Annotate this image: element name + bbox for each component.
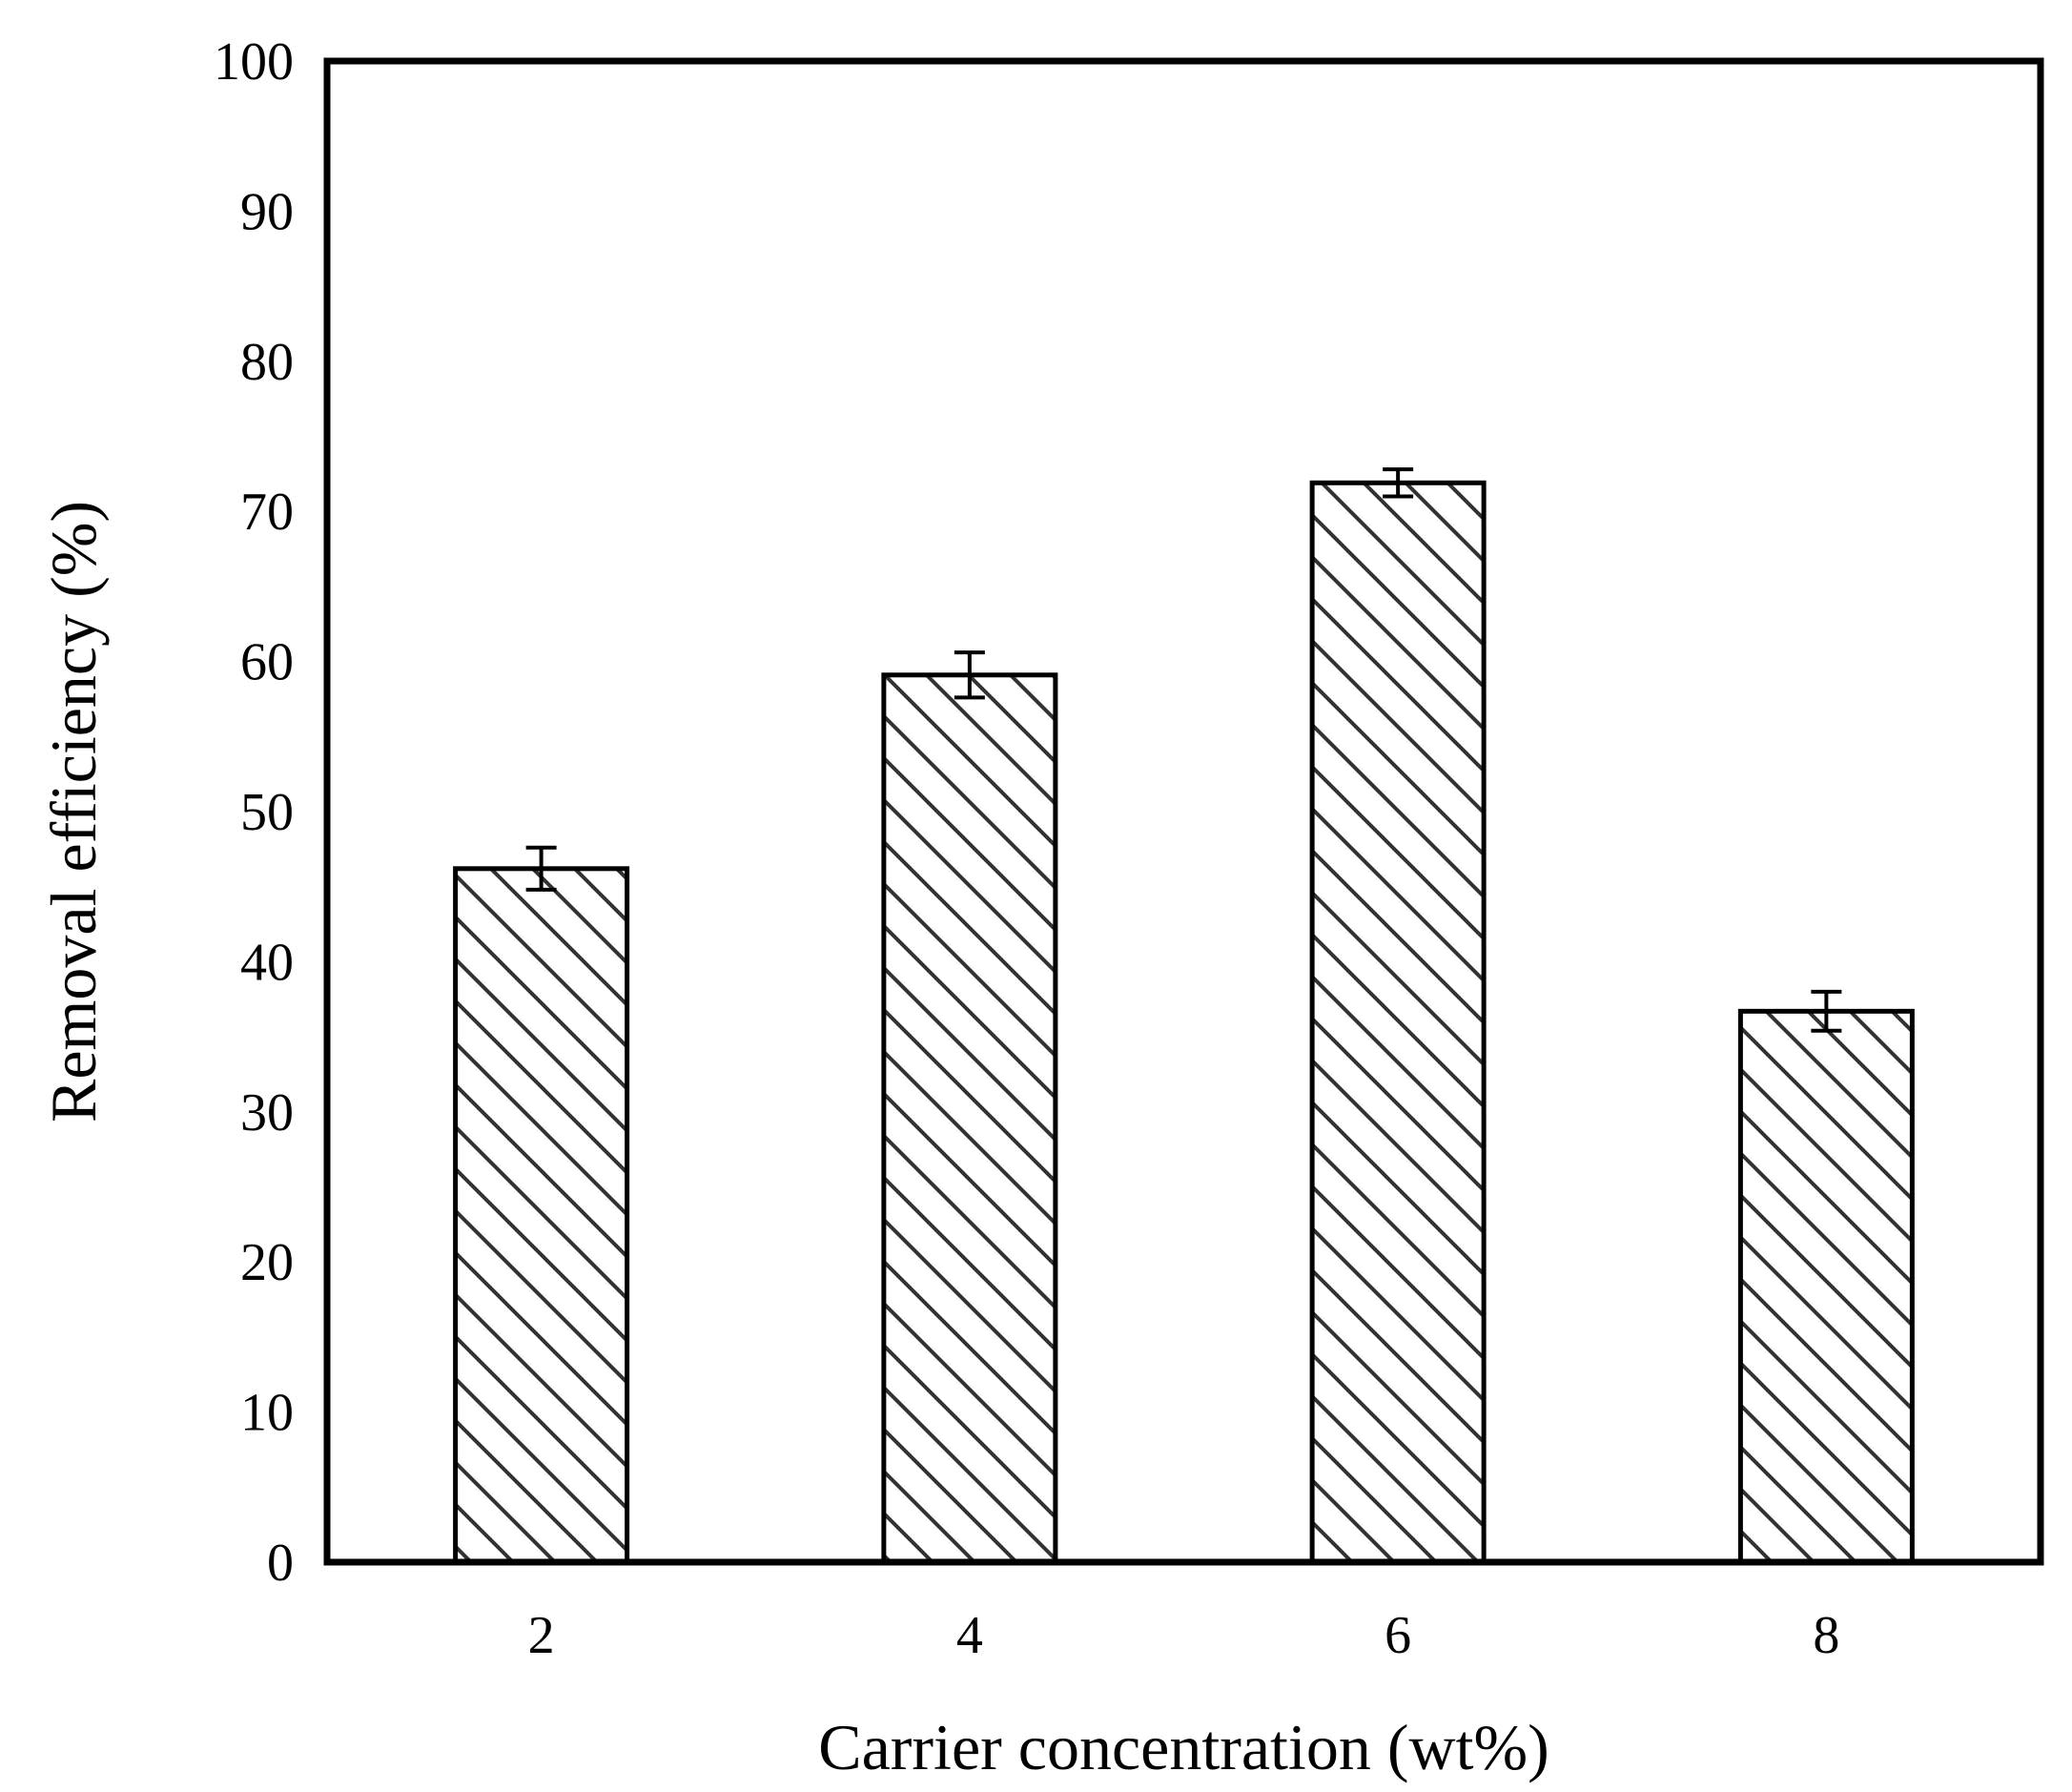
bar-4 bbox=[881, 672, 1058, 1565]
bar-2 bbox=[453, 866, 630, 1565]
plot-area-frame bbox=[323, 57, 2044, 1566]
bar-6 bbox=[1309, 480, 1487, 1565]
error-bar-8 bbox=[1811, 989, 1842, 1033]
y-tick-label-0: 0 bbox=[267, 1534, 294, 1593]
y-tick-label-10: 10 bbox=[240, 1384, 294, 1443]
y-axis-ticks: 0 10 20 30 40 50 60 70 80 90 100 bbox=[214, 32, 294, 1593]
x-tick-label-8: 8 bbox=[1813, 1606, 1839, 1665]
y-tick-label-50: 50 bbox=[240, 783, 294, 842]
y-tick-label-100: 100 bbox=[214, 32, 294, 92]
y-tick-label-90: 90 bbox=[240, 182, 294, 241]
y-tick-label-60: 60 bbox=[240, 633, 294, 692]
bars-layer bbox=[453, 480, 1915, 1565]
y-tick-label-80: 80 bbox=[240, 333, 294, 392]
error-bar-6 bbox=[1383, 467, 1414, 499]
bar-8 bbox=[1737, 1008, 1915, 1565]
y-tick-label-70: 70 bbox=[240, 483, 294, 542]
error-bar-4 bbox=[954, 650, 985, 700]
x-tick-label-6: 6 bbox=[1385, 1606, 1411, 1665]
x-tick-label-4: 4 bbox=[956, 1606, 983, 1665]
error-bars-layer bbox=[525, 467, 1842, 1033]
x-axis-ticks: 2 4 6 8 bbox=[528, 1606, 1840, 1665]
y-axis-title: Removal efficiency (%) bbox=[37, 501, 110, 1123]
y-tick-label-30: 30 bbox=[240, 1083, 294, 1143]
error-bar-2 bbox=[525, 845, 557, 892]
y-tick-label-20: 20 bbox=[240, 1233, 294, 1292]
x-axis-title: Carrier concentration (wt%) bbox=[818, 1711, 1549, 1783]
y-tick-label-40: 40 bbox=[240, 933, 294, 992]
x-tick-label-2: 2 bbox=[528, 1606, 555, 1665]
